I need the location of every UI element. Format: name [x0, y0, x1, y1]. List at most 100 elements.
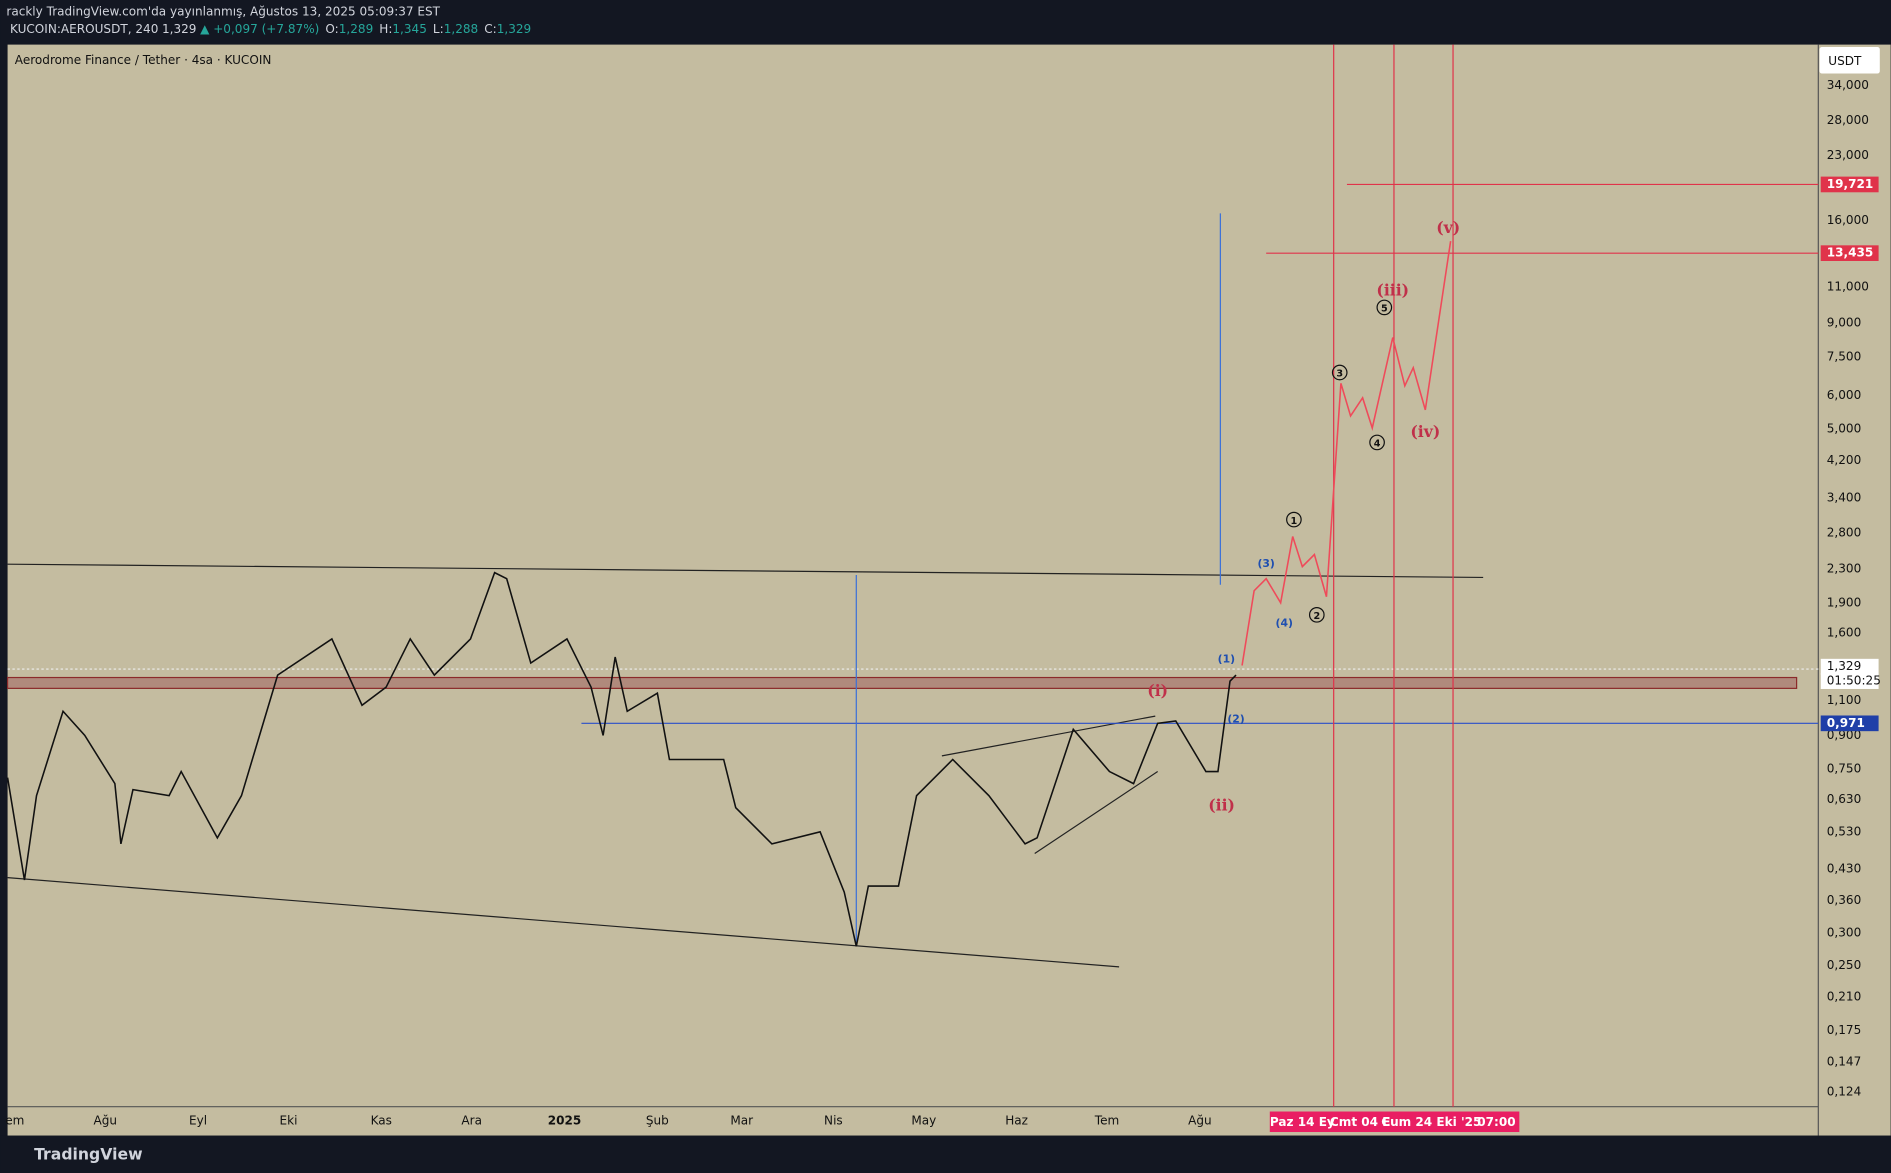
price-label: 1,900: [1827, 595, 1862, 609]
price-label: 5,000: [1827, 422, 1862, 436]
time-tag: 07:00: [1477, 1115, 1515, 1129]
footer-bar: [0, 1135, 1891, 1173]
ohlc-key: O:: [325, 21, 338, 35]
price-label: 0,210: [1827, 989, 1862, 1003]
ohlc-value: 1,345: [392, 21, 427, 35]
time-label: Tem: [1094, 1114, 1119, 1128]
currency: USDT: [1828, 54, 1862, 68]
time-tag: Cum 24 Eki '25: [1381, 1115, 1481, 1129]
wave-label: 3: [1336, 369, 1343, 380]
time-label: Kas: [371, 1114, 392, 1128]
time-label: Haz: [1005, 1114, 1028, 1128]
price-label: 3,400: [1827, 490, 1862, 504]
time-label: Eki: [280, 1114, 298, 1128]
time-label: 2025: [548, 1114, 582, 1128]
wave-circle: [1286, 511, 1302, 528]
red-lines: [1266, 44, 1819, 1107]
price-label: 0,630: [1827, 792, 1862, 806]
time-tag: Paz 14 Ey: [1270, 1115, 1335, 1129]
price-tag-bg: [1820, 673, 1879, 689]
brand: TradingView: [34, 1144, 142, 1163]
price-label: 1,100: [1827, 693, 1862, 707]
wave-label: (i): [1147, 681, 1168, 700]
wave-label: (2): [1227, 713, 1244, 726]
wave-label: (ii): [1208, 796, 1235, 815]
price-label: 34,000: [1827, 78, 1869, 92]
change: ▲ +0,097 (+7.87%): [200, 21, 319, 35]
time-label: Eyl: [189, 1114, 207, 1128]
price-label: 0,530: [1827, 824, 1862, 838]
price-label: 1,600: [1827, 625, 1862, 639]
time-label: Mar: [730, 1114, 753, 1128]
ohlc-value: 1,329: [497, 21, 532, 35]
wave-label: 5: [1381, 304, 1388, 315]
price-label: 0,250: [1827, 958, 1862, 972]
wave-circle: [1308, 606, 1325, 623]
price-label: 11,000: [1827, 279, 1869, 293]
price-tag-bg: [1820, 245, 1879, 262]
currency-box: [1819, 47, 1880, 74]
ohlc-key: L:: [433, 21, 444, 35]
publisher: rackly TradingView.com'da yayınlanmış, A…: [6, 5, 440, 19]
ohlc-value: 1,288: [444, 21, 479, 35]
time-label: em: [5, 1114, 24, 1128]
wave-label: 2: [1313, 611, 1320, 622]
price-label: 28,000: [1827, 113, 1869, 127]
time-label: Şub: [646, 1114, 669, 1128]
price-label: 16,000: [1827, 213, 1869, 227]
time-label: Nis: [824, 1114, 843, 1128]
trendline: [7, 563, 1484, 579]
time-tag: Cmt 04 E: [1330, 1115, 1391, 1129]
price-label: 6,000: [1827, 388, 1862, 402]
wave-label: (4): [1276, 616, 1293, 629]
time-label: Ağu: [93, 1114, 117, 1128]
wave-label: (v): [1436, 218, 1460, 237]
time-label: May: [911, 1114, 936, 1128]
price-label: 0,147: [1827, 1055, 1862, 1069]
ohlc-key: C:: [484, 21, 496, 35]
price-label: 0,900: [1827, 728, 1862, 742]
price-label: 2,300: [1827, 562, 1862, 576]
last: 1,329: [162, 21, 197, 35]
trendline: [7, 877, 1120, 968]
projection-path: [1241, 240, 1452, 666]
wave-circle: [1376, 299, 1393, 316]
wave-label: 4: [1374, 439, 1381, 450]
wave-circle: [1331, 364, 1348, 381]
ohlc-value: 1,289: [339, 21, 374, 35]
wave-label: (3): [1257, 557, 1274, 570]
price-label: 0,300: [1827, 926, 1862, 940]
symbol: KUCOIN:AEROUSDT, 240: [10, 21, 158, 35]
price-label: 2,800: [1827, 525, 1862, 539]
wave-label: (iii): [1376, 281, 1409, 300]
price-label: 0,360: [1827, 893, 1862, 907]
price-label: 0,750: [1827, 762, 1862, 776]
chart-area: [7, 44, 1891, 1136]
wave-label: 1: [1291, 516, 1298, 527]
price-label: 4,200: [1827, 453, 1862, 467]
wave-label: (1): [1218, 652, 1235, 665]
trendline: [1034, 771, 1159, 855]
price-tag: 19,721: [1827, 177, 1874, 191]
zone: [6, 676, 1798, 689]
price-label: 0,175: [1827, 1023, 1862, 1037]
price-label: 0,430: [1827, 862, 1862, 876]
symbol-line: KUCOIN:AEROUSDT, 240 1,329 ▲ +0,097 (+7.87…: [10, 21, 531, 35]
wave-label: (iv): [1410, 422, 1440, 441]
price-tag-bg: [1820, 658, 1879, 675]
price-label: 23,000: [1827, 148, 1869, 162]
price-tag: 1,329: [1827, 659, 1862, 673]
price-tag: 0,971: [1827, 716, 1865, 730]
time-label: Ağu: [1188, 1114, 1212, 1128]
price-label: 7,500: [1827, 349, 1862, 363]
price-tag-bg: [1820, 715, 1879, 732]
price-tag-bg: [1820, 176, 1879, 193]
wave-circle: [1369, 434, 1385, 451]
price-tag: 01:50:25: [1827, 674, 1881, 688]
price-label: 0,124: [1827, 1085, 1862, 1099]
price-path: [6, 571, 1237, 947]
ohlc-key: H:: [379, 21, 392, 35]
time-tag-bg: [1269, 1111, 1520, 1133]
